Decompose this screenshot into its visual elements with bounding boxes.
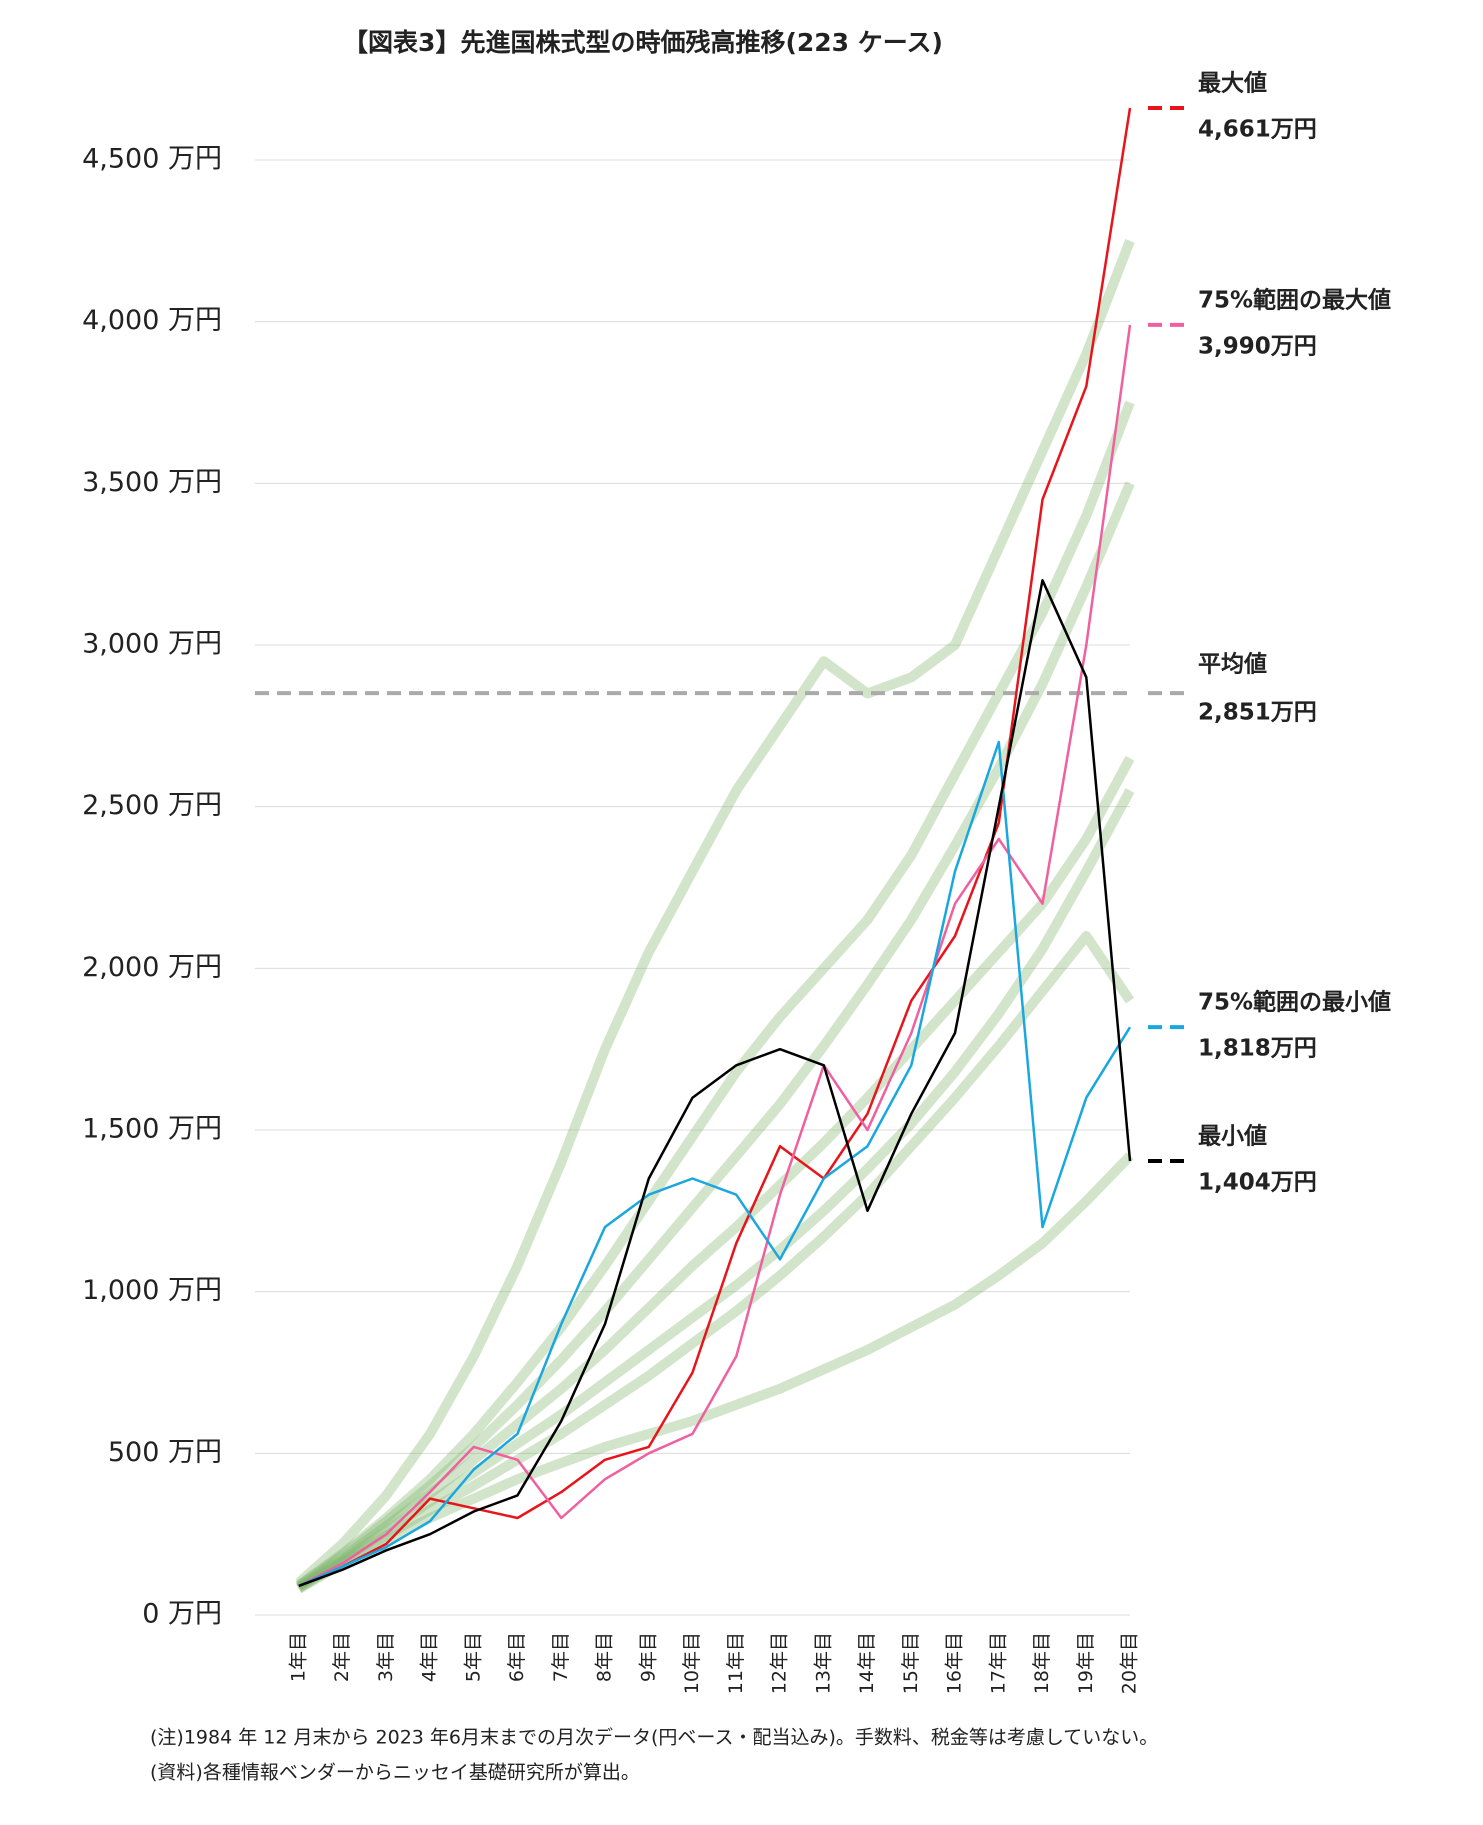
y-tick-label: 1,500 万円 [82, 1114, 222, 1145]
data-line [296, 755, 1135, 1591]
x-tick-label: 19年目 [1075, 1632, 1097, 1694]
x-tick-label: 4年目 [419, 1632, 441, 1682]
x-tick-label: 20年目 [1119, 1632, 1141, 1694]
x-tick-label: 13年目 [812, 1632, 834, 1694]
data-line [298, 740, 1132, 1588]
value-label: 1,818万円 [1198, 1036, 1317, 1062]
y-tick-label: 1,000 万円 [82, 1275, 222, 1306]
x-tick-label: 18年目 [1031, 1632, 1053, 1694]
y-tick-label: 500 万円 [108, 1437, 222, 1468]
x-tick-label: 5年目 [462, 1632, 484, 1682]
y-tick-label: 3,500 万円 [82, 467, 222, 498]
reference-label: 2,851万円 [1198, 700, 1317, 726]
chart-title: 【図表3】先進国株式型の時価残高推移(223 ケース) [343, 28, 943, 57]
y-tick-label: 4,000 万円 [82, 305, 222, 336]
data-line [295, 400, 1135, 1590]
data-line [296, 1152, 1134, 1594]
x-tick-label: 16年目 [944, 1632, 966, 1694]
y-tick-label: 0 万円 [142, 1599, 222, 1630]
note: (注)1984 年 12 月末から 2023 年6月末までの月次データ(円ベース… [150, 1727, 1158, 1749]
x-tick-label: 9年目 [637, 1632, 659, 1682]
x-tick-label: 10年目 [681, 1632, 703, 1694]
x-tick-label: 15年目 [900, 1632, 922, 1694]
y-tick-label: 3,000 万円 [82, 629, 222, 660]
note: (資料)各種情報ベンダーからニッセイ基礎研究所が算出。 [150, 1762, 640, 1784]
x-tick-label: 2年目 [331, 1632, 353, 1682]
y-tick-label: 4,500 万円 [82, 144, 222, 175]
series-name: 75%範囲の最大値 [1198, 286, 1391, 313]
y-tick-label: 2,500 万円 [82, 790, 222, 821]
data-line [298, 324, 1132, 1588]
data-line [295, 238, 1135, 1587]
value-label: 1,404万円 [1198, 1170, 1317, 1196]
value-label: 4,661万円 [1198, 116, 1317, 142]
reference-name: 平均値 [1198, 651, 1267, 678]
y-tick-label: 2,000 万円 [82, 952, 222, 983]
x-tick-label: 7年目 [550, 1632, 572, 1682]
series-name: 最小値 [1198, 1124, 1267, 1150]
x-tick-label: 6年目 [506, 1632, 528, 1682]
data-line [296, 931, 1135, 1593]
x-tick-label: 1年目 [287, 1632, 309, 1682]
series-name: 最大値 [1198, 70, 1267, 96]
x-tick-label: 12年目 [769, 1632, 791, 1694]
data-line [295, 481, 1135, 1590]
x-tick-label: 3年目 [375, 1632, 397, 1682]
data-line [298, 579, 1132, 1588]
series-name: 75%範囲の最小値 [1198, 989, 1391, 1016]
x-tick-label: 8年目 [594, 1632, 616, 1682]
x-tick-label: 17年目 [987, 1632, 1009, 1694]
x-tick-label: 14年目 [856, 1632, 878, 1694]
value-label: 3,990万円 [1198, 333, 1317, 359]
data-line [296, 788, 1135, 1592]
x-tick-label: 11年目 [725, 1632, 747, 1694]
